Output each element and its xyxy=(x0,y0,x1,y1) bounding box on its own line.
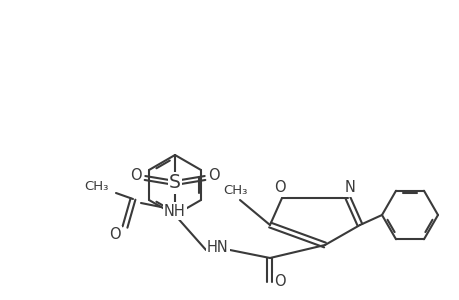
Text: O: O xyxy=(274,181,285,196)
Text: S: S xyxy=(169,173,180,193)
Text: CH₃: CH₃ xyxy=(84,179,108,193)
Text: O: O xyxy=(109,227,121,242)
Text: O: O xyxy=(274,274,285,290)
Text: HN: HN xyxy=(207,241,229,256)
Text: N: N xyxy=(344,181,355,196)
Text: O: O xyxy=(208,167,219,182)
Text: O: O xyxy=(130,167,141,182)
Text: CH₃: CH₃ xyxy=(222,184,246,196)
Text: NH: NH xyxy=(164,203,185,218)
